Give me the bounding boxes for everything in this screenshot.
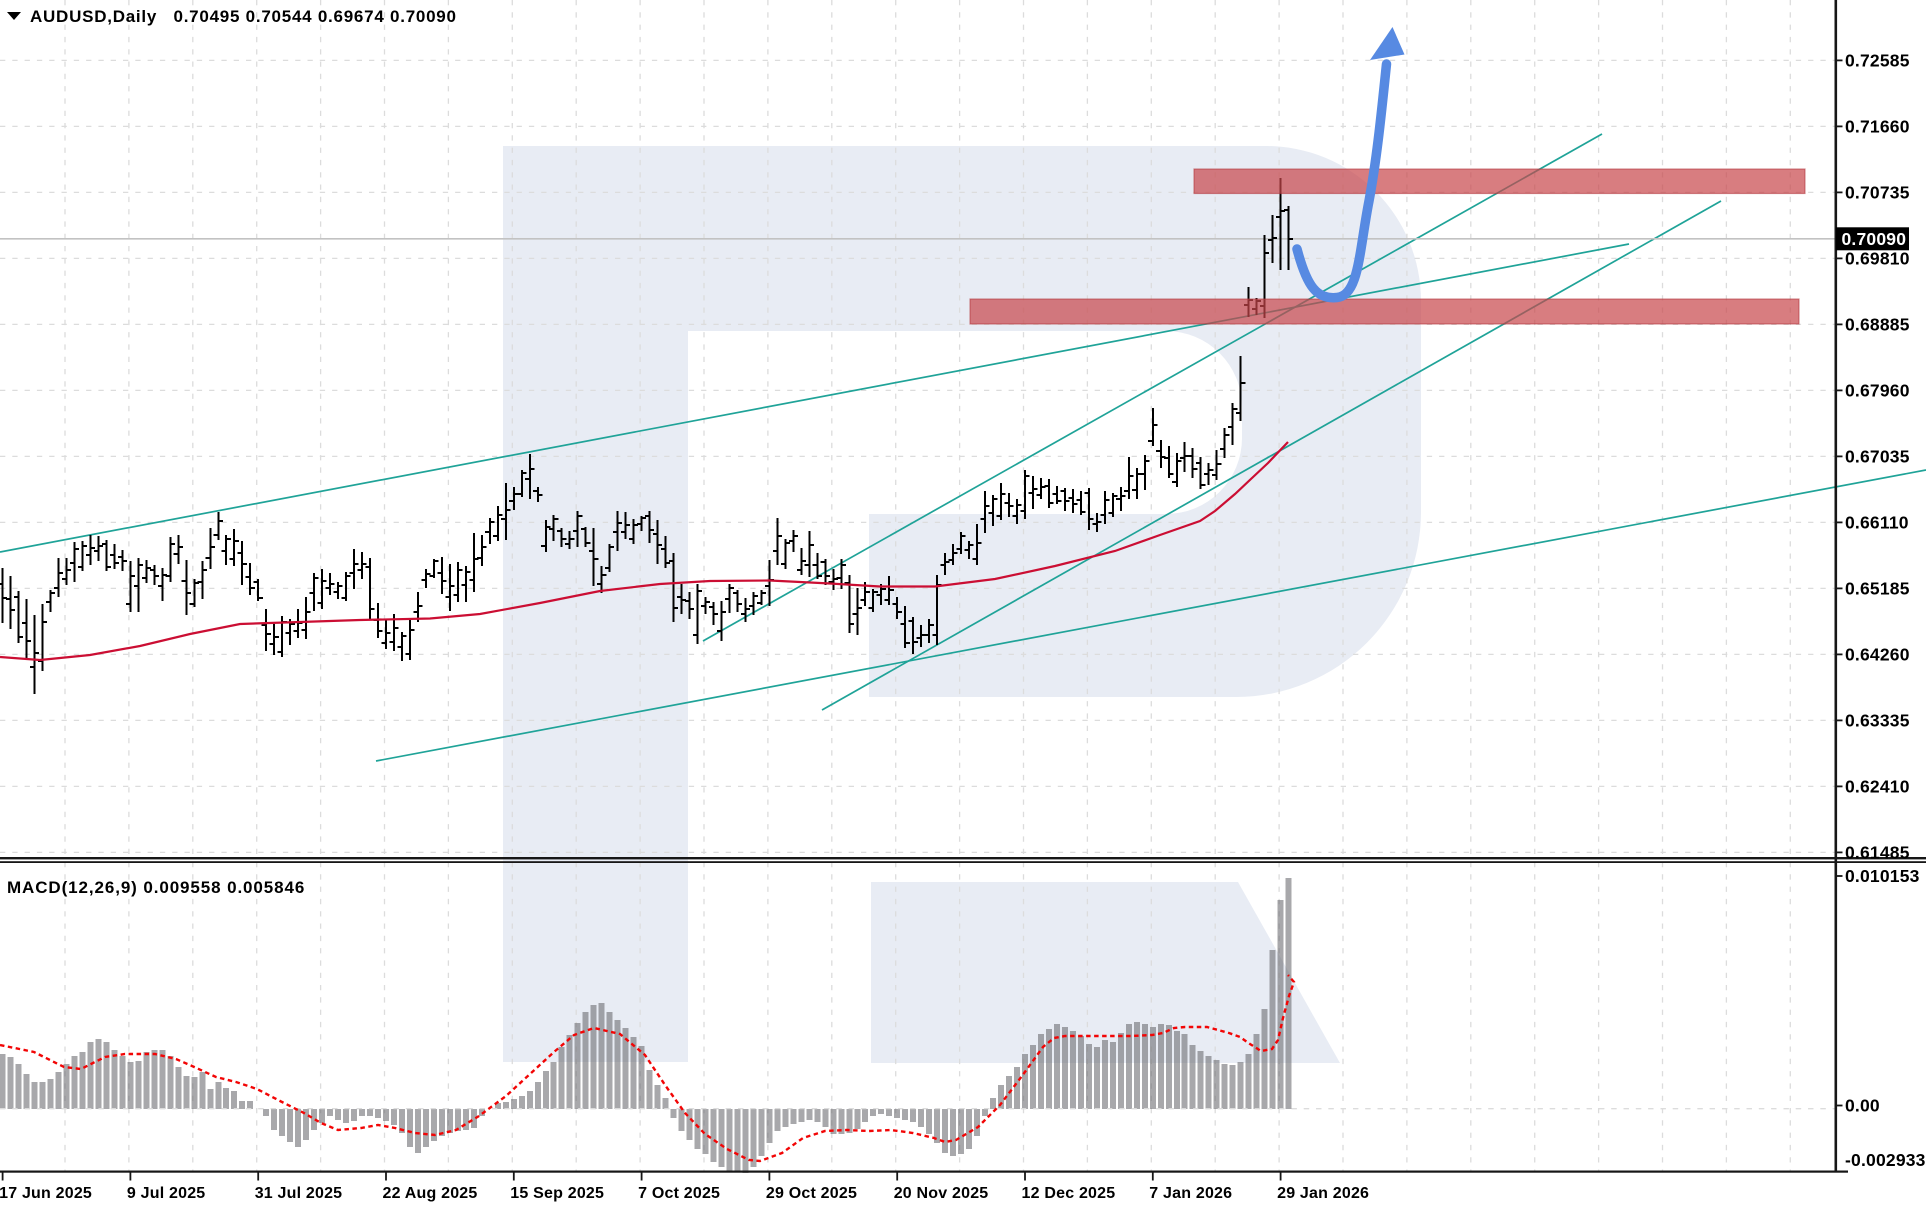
svg-text:0.62410: 0.62410 [1845, 776, 1910, 796]
svg-text:-0.002933: -0.002933 [1845, 1150, 1926, 1170]
svg-text:0.67035: 0.67035 [1845, 446, 1910, 466]
svg-text:0.63335: 0.63335 [1845, 710, 1910, 730]
svg-text:29 Oct 2025: 29 Oct 2025 [766, 1185, 857, 1202]
svg-text:15 Sep 2025: 15 Sep 2025 [510, 1185, 604, 1202]
svg-text:0.64260: 0.64260 [1845, 644, 1910, 664]
svg-text:0.66110: 0.66110 [1845, 512, 1909, 532]
svg-text:12 Dec 2025: 12 Dec 2025 [1022, 1185, 1116, 1202]
svg-text:0.70735: 0.70735 [1845, 182, 1910, 202]
svg-text:0.61485: 0.61485 [1845, 842, 1910, 862]
svg-text:17 Jun 2025: 17 Jun 2025 [0, 1185, 92, 1202]
svg-text:0.010153: 0.010153 [1845, 866, 1920, 886]
svg-text:0.67960: 0.67960 [1845, 380, 1910, 400]
svg-text:7 Jan 2026: 7 Jan 2026 [1149, 1185, 1232, 1202]
svg-text:7 Oct 2025: 7 Oct 2025 [638, 1185, 720, 1202]
svg-text:0.68885: 0.68885 [1845, 314, 1910, 334]
svg-text:AUDUSD,Daily 0.70495 0.70544: AUDUSD,Daily 0.70495 0.70544 0.69674 0.7… [30, 7, 457, 26]
svg-text:0.72585: 0.72585 [1845, 50, 1910, 70]
svg-text:0.65185: 0.65185 [1845, 578, 1910, 598]
svg-text:20 Nov 2025: 20 Nov 2025 [894, 1185, 989, 1202]
svg-text:31 Jul 2025: 31 Jul 2025 [255, 1185, 343, 1202]
svg-text:0.00: 0.00 [1845, 1096, 1880, 1116]
svg-text:0.69810: 0.69810 [1845, 248, 1910, 268]
svg-text:29 Jan 2026: 29 Jan 2026 [1277, 1185, 1369, 1202]
svg-text:0.70090: 0.70090 [1842, 229, 1907, 249]
svg-text:22 Aug 2025: 22 Aug 2025 [383, 1185, 478, 1202]
svg-text:0.71660: 0.71660 [1845, 116, 1910, 136]
svg-text:9 Jul 2025: 9 Jul 2025 [127, 1185, 205, 1202]
svg-text:MACD(12,26,9) 0.009558 0.00584: MACD(12,26,9) 0.009558 0.005846 [7, 878, 305, 897]
